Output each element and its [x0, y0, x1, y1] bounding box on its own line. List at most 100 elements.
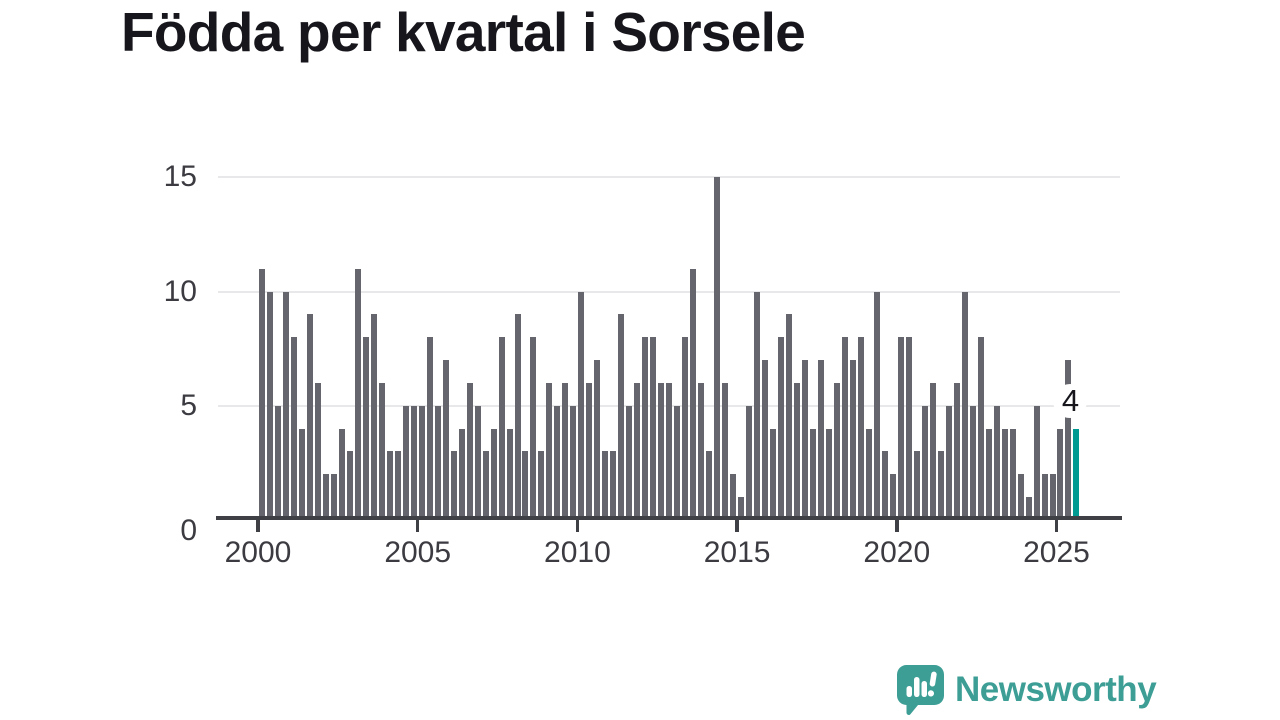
- bar: [330, 474, 337, 520]
- bar: [817, 360, 824, 520]
- bar: [1065, 360, 1072, 520]
- bar: [426, 337, 433, 520]
- icon-exclamation: [927, 671, 937, 696]
- bar: [266, 291, 273, 520]
- bar: [809, 428, 816, 520]
- bar: [953, 382, 960, 520]
- bar: [642, 337, 649, 520]
- bar: [362, 337, 369, 520]
- bar: [578, 291, 585, 520]
- bar: [594, 360, 601, 520]
- bar: [674, 405, 681, 520]
- bar: [378, 382, 385, 520]
- x-axis-label: 2015: [703, 536, 771, 569]
- bar: [833, 382, 840, 520]
- bar: [722, 382, 729, 520]
- icon-bar-mid: [921, 680, 927, 697]
- bar: [849, 360, 856, 520]
- bar: [825, 428, 832, 520]
- bar: [921, 405, 928, 520]
- bar: [290, 337, 297, 520]
- bar: [778, 337, 785, 520]
- y-axis-label: 5: [180, 388, 197, 422]
- bar: [889, 474, 896, 520]
- bar: [913, 451, 920, 520]
- bar: [857, 337, 864, 520]
- bar: [754, 291, 761, 520]
- bar: [865, 428, 872, 520]
- x-axis-tick: [895, 517, 899, 532]
- bar: [1001, 428, 1008, 520]
- bar: [602, 451, 609, 520]
- bar: [658, 382, 665, 520]
- x-axis-tick: [256, 517, 260, 532]
- bar: [770, 428, 777, 520]
- bar: [977, 337, 984, 520]
- annotation-halo: [1053, 383, 1088, 418]
- y-axis-label: 10: [163, 274, 197, 308]
- bar: [650, 337, 657, 520]
- highlighted-bar: [1073, 428, 1080, 520]
- x-axis-tick: [415, 517, 420, 532]
- bar: [682, 337, 689, 520]
- bar: [314, 382, 321, 520]
- bar: [586, 382, 593, 520]
- x-axis-label: 2010: [544, 536, 611, 569]
- x-axis-label: 2000: [224, 536, 292, 569]
- gridline-y-10: [218, 290, 1120, 293]
- bar: [530, 337, 537, 520]
- y-axis-label: 0: [180, 514, 197, 547]
- bar: [370, 314, 377, 520]
- bar: [386, 451, 393, 520]
- y-axis-label: 15: [163, 160, 197, 194]
- bar: [458, 428, 465, 520]
- bar: [282, 291, 289, 520]
- x-axis-tick: [1054, 517, 1059, 532]
- x-axis-label: 2025: [1023, 536, 1090, 569]
- icon-bar-small: [906, 685, 912, 697]
- bar: [450, 451, 457, 520]
- bar: [961, 291, 968, 520]
- newsworthy-logo: Newsworthy: [896, 662, 1157, 718]
- bar: [338, 428, 345, 520]
- bar: [937, 451, 944, 520]
- x-axis-baseline: [216, 515, 1122, 520]
- bar: [610, 451, 617, 520]
- bar: [762, 360, 769, 520]
- bar: [346, 451, 353, 520]
- bar: [402, 405, 409, 520]
- bar: [1049, 474, 1056, 520]
- bar: [418, 405, 425, 520]
- bar: [698, 382, 705, 520]
- bar: [306, 314, 313, 520]
- bar: [490, 428, 497, 520]
- bar: [706, 451, 713, 520]
- bar: [714, 177, 721, 520]
- bar: [793, 382, 800, 520]
- bar: [410, 405, 417, 520]
- bar: [626, 405, 633, 520]
- bar: [841, 337, 848, 520]
- bar: [274, 405, 281, 520]
- bar: [322, 474, 329, 520]
- bar: [1017, 474, 1024, 520]
- bar: [434, 405, 441, 520]
- bar: [522, 451, 529, 520]
- bar: [1025, 497, 1032, 520]
- bar: [538, 451, 545, 520]
- bar: [570, 405, 577, 520]
- x-axis-tick: [735, 517, 739, 532]
- last-value-annotation: 4: [1061, 382, 1080, 418]
- bar: [786, 314, 792, 520]
- bar: [474, 405, 481, 520]
- bar: [1033, 405, 1040, 520]
- newsworthy-wordmark: Newsworthy: [955, 670, 1157, 709]
- bar: [666, 382, 673, 520]
- bar: [881, 451, 888, 520]
- bar: [945, 405, 952, 520]
- bar: [905, 337, 912, 520]
- bar: [442, 360, 449, 520]
- bar: [258, 268, 265, 520]
- icon-bar-tall: [914, 676, 920, 697]
- bar: [873, 291, 880, 520]
